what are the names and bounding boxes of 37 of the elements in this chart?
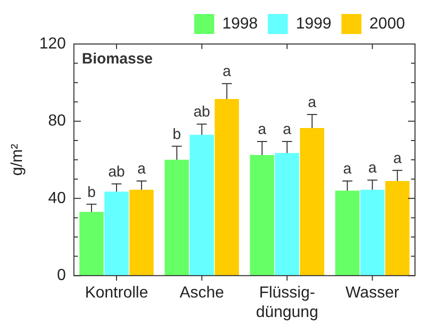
y-tick-label: 0 (56, 267, 66, 284)
x-tick-label: Asche (180, 284, 224, 302)
bar (385, 181, 410, 276)
y-axis-title: g/m² (9, 143, 26, 176)
y-tick-label: 40 (48, 190, 66, 207)
data-label: b (87, 184, 96, 201)
x-tick-label: Wasser (346, 284, 400, 302)
data-label: ab (108, 164, 125, 181)
bar (360, 190, 384, 276)
data-label: a (393, 150, 402, 168)
bar (274, 153, 300, 276)
bar (129, 190, 154, 276)
legend-label: 1998 (222, 15, 258, 32)
bar (335, 190, 360, 276)
data-label: ab (193, 104, 210, 121)
bar (300, 128, 324, 276)
data-label: a (222, 63, 232, 80)
y-tick-label: 80 (48, 112, 66, 130)
bar (104, 192, 129, 276)
bar (214, 99, 239, 276)
x-tick-label: Kontrolle (84, 284, 148, 302)
x-tick-label: Flüssig- düngung (256, 284, 318, 321)
bar (79, 212, 104, 276)
data-label: a (282, 121, 292, 138)
y-tick-label: 120 (39, 35, 66, 52)
data-label: a (308, 94, 317, 112)
data-label: b (172, 126, 181, 143)
bar (250, 154, 274, 276)
bar (190, 134, 214, 276)
legend-label: 2000 (369, 15, 406, 32)
data-label: a (258, 121, 267, 138)
text: Biomasse (82, 50, 153, 68)
data-label: a (343, 160, 352, 178)
data-label: a (137, 160, 146, 178)
data-label: a (368, 160, 378, 177)
bar (164, 160, 189, 276)
legend-label: 1999 (296, 15, 332, 32)
